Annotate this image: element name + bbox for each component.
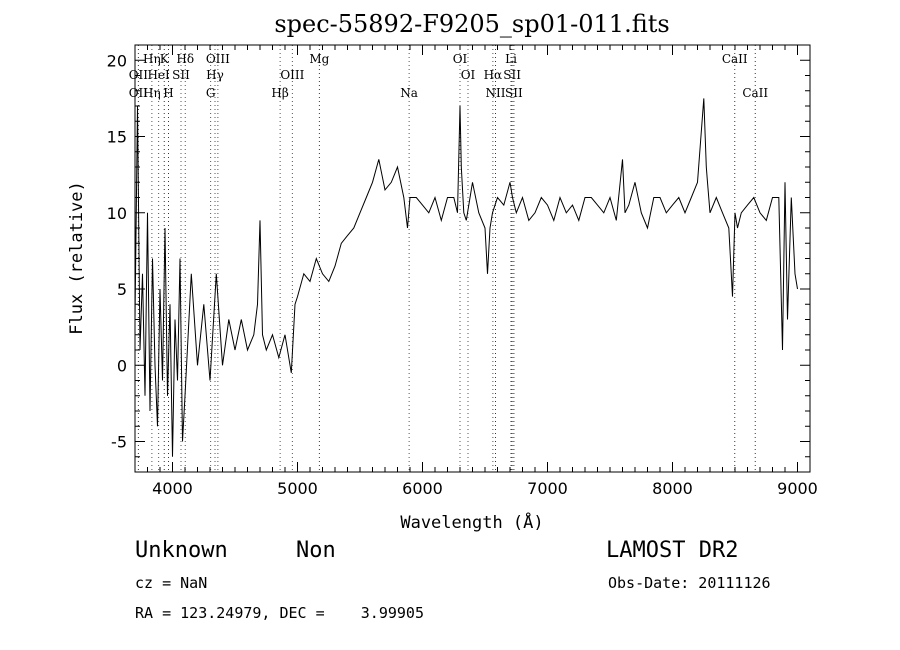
plot-frame — [134, 44, 811, 473]
y-tick-label: 10 — [107, 204, 127, 223]
x-tick-label: 5000 — [277, 479, 318, 498]
y-tick-label: 0 — [117, 356, 127, 375]
line-label: Li — [505, 52, 517, 66]
line-label: OIII — [280, 68, 304, 82]
line-label: Hδ — [176, 52, 194, 66]
y-tick-label: 5 — [117, 280, 127, 299]
object-class: Unknown — [135, 538, 228, 563]
x-tick-label: 7000 — [527, 479, 568, 498]
object-subclass: Non — [296, 538, 336, 563]
line-label: Hγ — [206, 68, 224, 82]
line-label: K — [160, 52, 170, 66]
line-label: CaII — [722, 52, 748, 66]
spectrum-chart: spec-55892-F9205_sp01-011.fits Wavelengt… — [67, 10, 818, 533]
line-label: OI — [453, 52, 468, 66]
line-label: G — [206, 86, 216, 100]
line-label: H — [163, 86, 173, 100]
y-axis-label: Flux (relative) — [67, 181, 87, 335]
x-tick-label: 9000 — [777, 479, 818, 498]
line-label: OI — [461, 68, 476, 82]
line-label: OIII — [206, 52, 230, 66]
axes: 4000 5000 6000 7000 8000 9000 -5 0 5 10 15 20 — [107, 44, 818, 498]
line-label: OII — [129, 86, 149, 100]
y-tick-label: 15 — [107, 128, 127, 147]
observation-date: Obs-Date: 20111126 — [608, 574, 771, 592]
survey-name: LAMOST DR2 — [606, 538, 739, 563]
line-label: SII — [505, 86, 523, 100]
line-label: Mg — [309, 52, 329, 66]
line-label: SII — [503, 68, 521, 82]
line-label: Hα — [484, 68, 503, 82]
line-label: SII — [172, 68, 190, 82]
redshift-value: cz = NaN — [135, 574, 208, 592]
line-label: Na — [400, 86, 418, 100]
spectrum-series — [134, 98, 798, 457]
line-label: NII — [486, 86, 506, 100]
x-axis-label: Wavelength (Å) — [400, 511, 543, 533]
coordinates: RA = 123.24979, DEC = 3.99905 — [135, 604, 424, 622]
line-label: CaII — [742, 86, 768, 100]
line-markers — [137, 45, 756, 472]
x-tick-label: 8000 — [652, 479, 693, 498]
x-tick-label: 6000 — [402, 479, 443, 498]
chart-title: spec-55892-F9205_sp01-011.fits — [274, 10, 669, 38]
x-tick-label: 4000 — [152, 479, 193, 498]
line-label: Hη — [143, 86, 161, 100]
spectrum-line — [134, 98, 798, 457]
line-label: HeI — [147, 68, 170, 82]
y-tick-label: 20 — [107, 51, 127, 70]
y-tick-label: -5 — [111, 433, 127, 452]
line-label: Hη — [143, 52, 161, 66]
line-label: Hβ — [271, 86, 288, 100]
